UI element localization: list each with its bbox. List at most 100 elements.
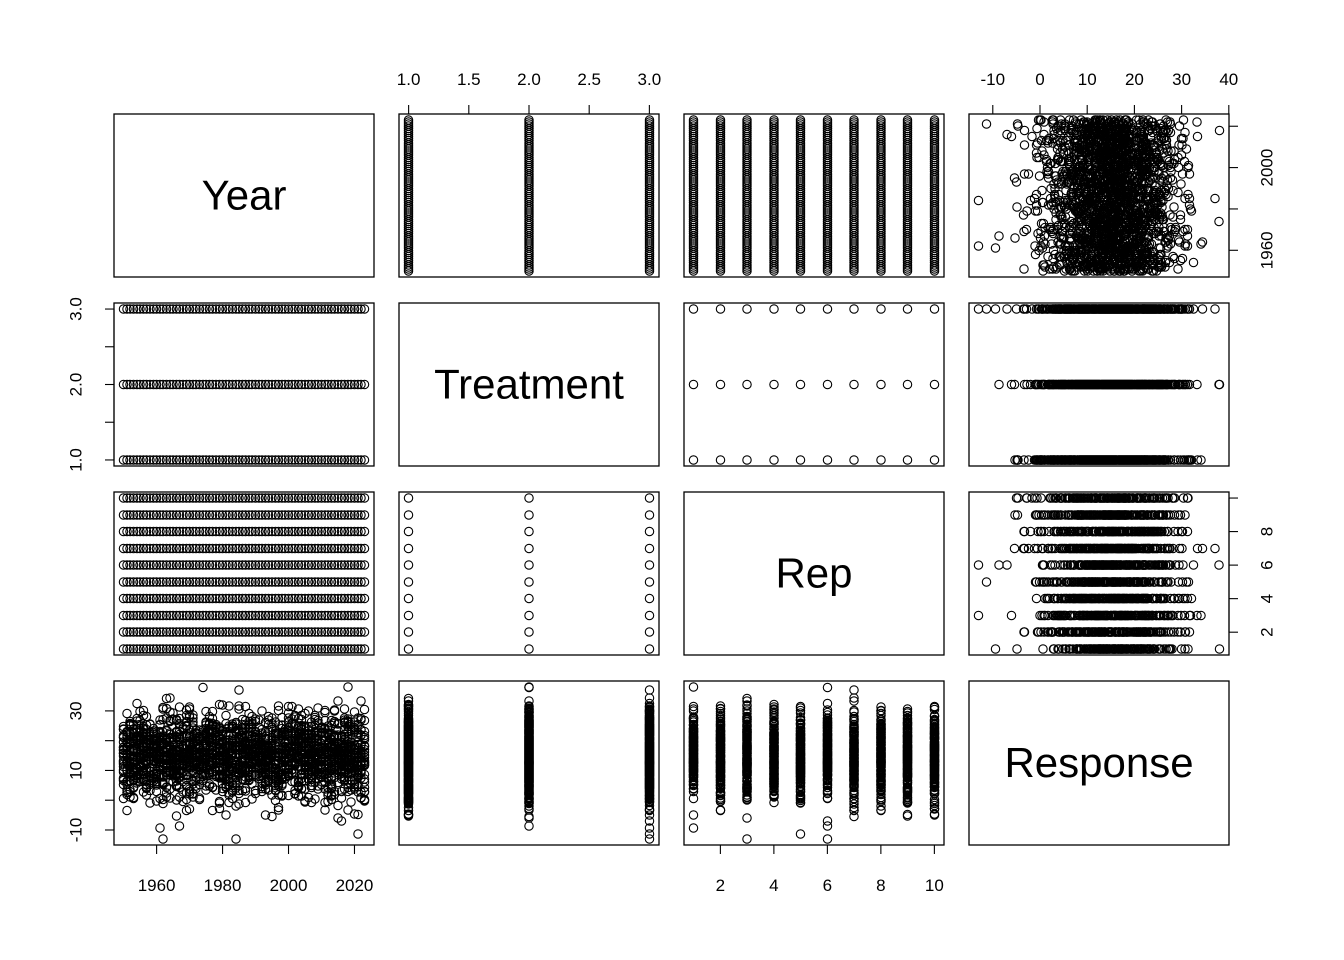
- data-point: [769, 379, 779, 390]
- data-point: [795, 455, 806, 465]
- panel-treatment-vs-year: [113, 302, 375, 467]
- data-point: [1021, 224, 1032, 235]
- data-point: [902, 379, 913, 390]
- data-point: [1167, 175, 1178, 185]
- data-point: [1174, 121, 1185, 131]
- data-point: [849, 455, 859, 465]
- data-point: [1030, 206, 1041, 216]
- data-point: [769, 455, 779, 465]
- panel-year-vs-year: Year: [113, 113, 375, 278]
- data-point: [644, 627, 655, 637]
- data-point: [1197, 304, 1208, 314]
- data-point: [715, 379, 726, 390]
- data-point: [644, 560, 655, 570]
- data-point: [1214, 125, 1225, 136]
- data-point: [1178, 115, 1189, 125]
- data-point: [1019, 264, 1029, 274]
- data-point: [822, 379, 833, 390]
- data-point: [990, 243, 1001, 253]
- data-point: [524, 560, 534, 570]
- data-point: [849, 304, 859, 314]
- data-point: [1019, 226, 1029, 237]
- panel-rep-vs-response: [968, 491, 1230, 656]
- data-point: [1214, 379, 1225, 390]
- panel-year-vs-rep: [683, 113, 945, 278]
- variable-label-year: Year: [202, 172, 287, 219]
- data-point: [524, 510, 534, 520]
- data-point: [929, 304, 940, 314]
- data-point: [688, 379, 699, 390]
- data-point: [524, 115, 534, 125]
- data-point: [1032, 123, 1042, 134]
- data-point: [1177, 253, 1188, 264]
- data-point: [403, 593, 414, 604]
- data-point: [973, 195, 984, 206]
- data-point: [973, 304, 984, 314]
- data-point: [524, 526, 534, 537]
- data-point: [929, 455, 940, 465]
- data-point: [403, 644, 414, 654]
- panel-frame: [113, 302, 375, 467]
- data-point: [742, 304, 752, 314]
- data-point: [715, 455, 726, 465]
- data-point: [795, 379, 806, 390]
- data-point: [990, 304, 1001, 314]
- data-point: [902, 455, 913, 465]
- data-point: [403, 543, 414, 554]
- data-point: [524, 610, 534, 621]
- panel-treatment-vs-response: [968, 302, 1230, 467]
- panel-rep-vs-year: [113, 491, 375, 656]
- data-point: [403, 493, 414, 503]
- data-point: [876, 379, 886, 390]
- data-point: [981, 304, 992, 314]
- data-point: [1010, 233, 1020, 243]
- panel-frame: [113, 113, 375, 278]
- data-point: [1019, 140, 1030, 150]
- data-point: [715, 304, 726, 314]
- data-point: [644, 593, 655, 604]
- data-point: [403, 526, 414, 537]
- data-point: [1210, 193, 1220, 204]
- data-point: [524, 627, 534, 637]
- data-point: [644, 610, 655, 621]
- data-point: [524, 593, 534, 604]
- data-point: [769, 304, 779, 314]
- data-point: [403, 577, 414, 587]
- data-point: [1169, 202, 1179, 212]
- data-point: [644, 115, 655, 125]
- panel-frame: [398, 491, 660, 656]
- panel-treatment-vs-treatment: Treatment: [398, 302, 660, 467]
- panel-frame: [683, 302, 945, 467]
- data-point: [1192, 117, 1202, 127]
- panel-frame: [683, 113, 945, 278]
- data-point: [929, 379, 940, 390]
- data-point: [981, 119, 992, 129]
- data-point: [1176, 179, 1186, 189]
- data-point: [524, 577, 534, 587]
- data-point: [1210, 304, 1220, 314]
- data-point: [1038, 644, 1048, 654]
- data-point: [876, 455, 886, 465]
- data-point: [994, 379, 1004, 390]
- data-point: [403, 627, 414, 637]
- data-point: [1188, 257, 1199, 268]
- panel-year-vs-treatment: [398, 113, 660, 278]
- data-point: [1192, 131, 1203, 142]
- panel-rep-vs-rep: Rep: [683, 491, 945, 656]
- data-point: [524, 493, 534, 503]
- panel-rep-vs-treatment: [398, 491, 660, 656]
- data-point: [524, 543, 534, 554]
- data-point: [644, 577, 655, 587]
- data-point: [1034, 171, 1045, 181]
- panel-year-vs-response: [968, 113, 1230, 278]
- data-point: [1012, 202, 1022, 212]
- data-point: [688, 304, 699, 314]
- data-point: [644, 543, 655, 554]
- data-point: [902, 304, 913, 314]
- data-point: [742, 379, 752, 390]
- data-point: [822, 455, 833, 465]
- data-point: [1165, 210, 1175, 220]
- data-point: [644, 526, 655, 537]
- data-point: [1173, 187, 1183, 198]
